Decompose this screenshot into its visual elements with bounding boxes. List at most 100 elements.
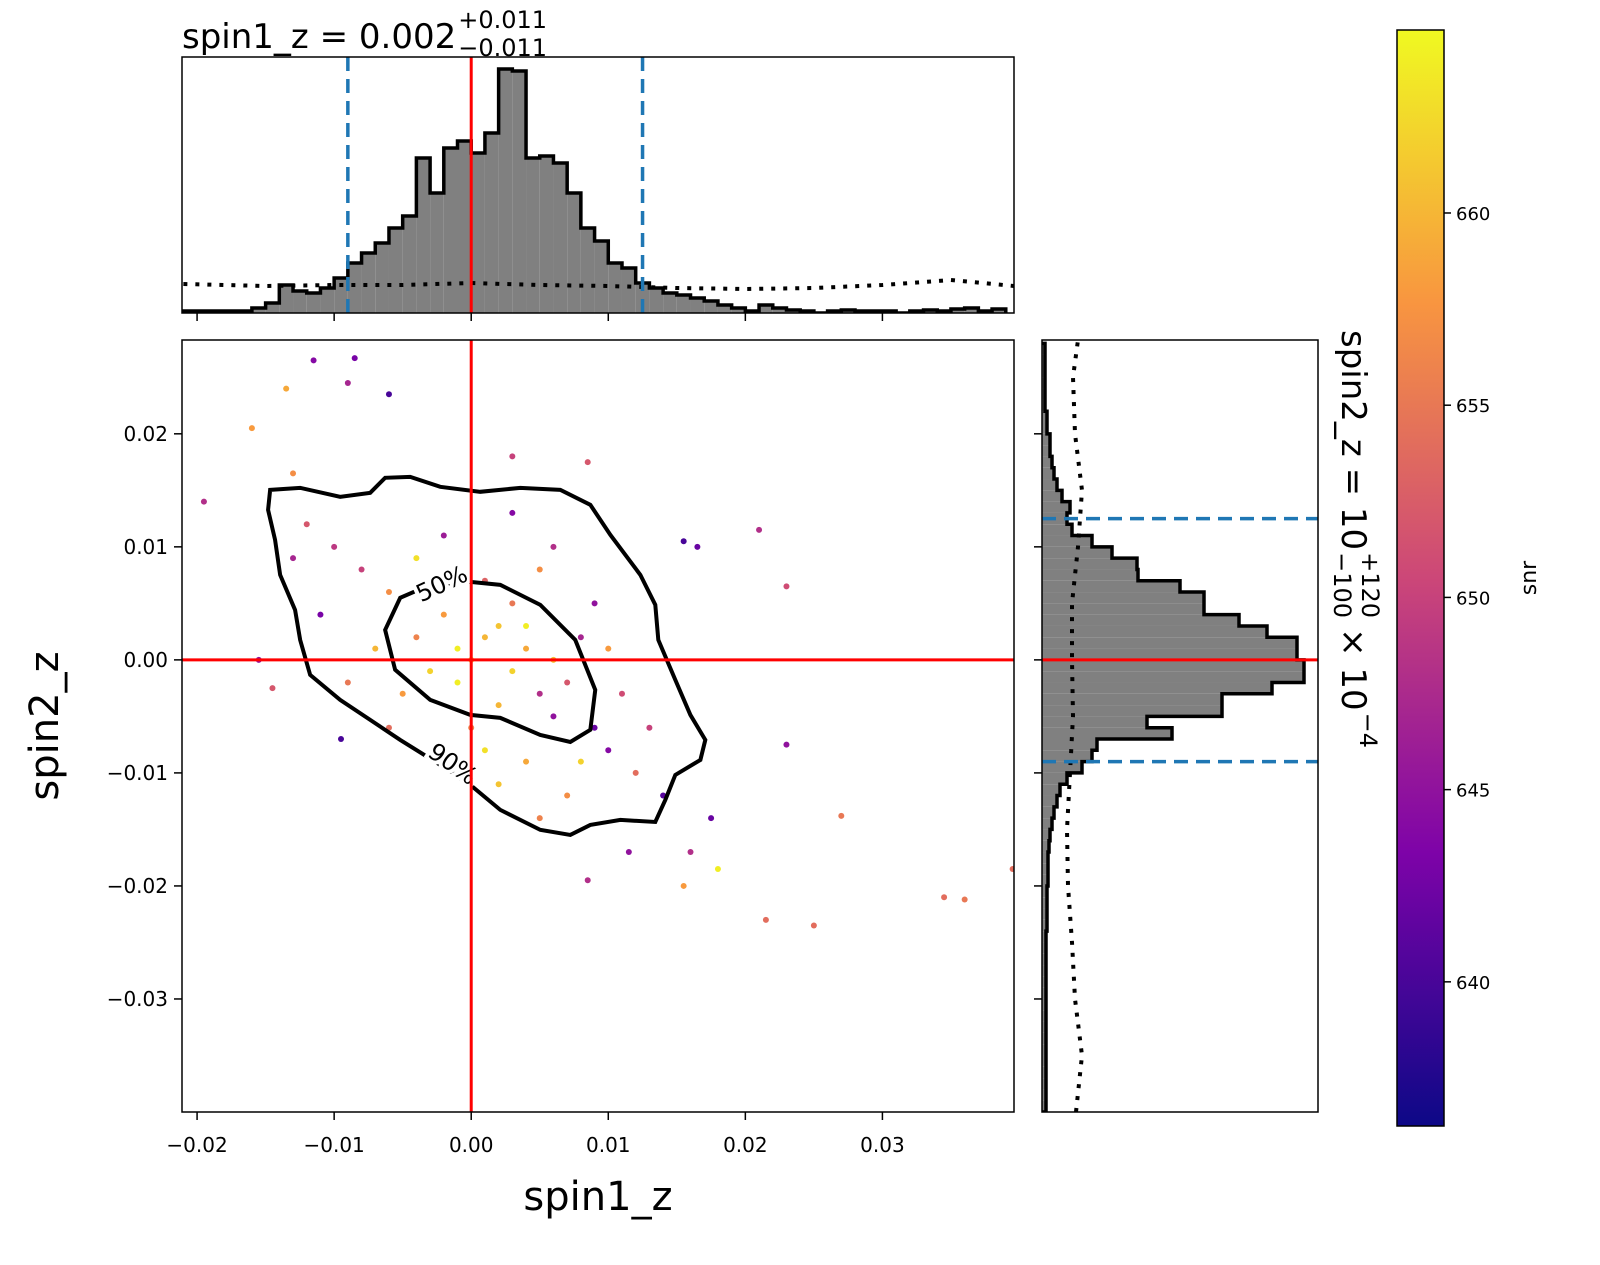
scatter-point <box>331 543 338 550</box>
colorbar-tick-label: 655 <box>1456 396 1490 417</box>
right-histogram <box>1042 340 1318 1112</box>
scatter-point <box>523 645 530 652</box>
histogram-bar <box>512 71 527 313</box>
title: spin1_z = 0.002 +0.011−0.011 <box>182 6 547 62</box>
histogram-bar <box>443 148 458 313</box>
top-histogram <box>182 57 1014 313</box>
histogram-bar <box>772 308 787 313</box>
histogram-bar <box>1042 490 1062 502</box>
histogram-bar <box>1042 761 1082 773</box>
histogram-bar <box>1042 840 1049 853</box>
contour-label: 50% <box>412 560 472 608</box>
histogram-bar <box>608 263 622 313</box>
scatter-point <box>344 379 351 386</box>
histogram-bar <box>567 193 581 313</box>
scatter-point <box>1009 865 1014 872</box>
histogram-bar <box>580 228 595 313</box>
histogram-bar <box>1042 931 1046 943</box>
scatter-point <box>290 470 297 477</box>
histogram-bar <box>1042 1010 1046 1022</box>
histogram-bar <box>1042 637 1297 649</box>
histogram-bar <box>1042 693 1222 706</box>
scatter-point <box>344 679 351 686</box>
histogram-bar <box>1042 1044 1046 1056</box>
histogram-bar <box>334 278 348 313</box>
histogram-bar <box>1042 524 1072 536</box>
scatter-point <box>310 357 317 364</box>
histogram-bar <box>1042 1100 1046 1112</box>
scatter-point <box>495 622 502 629</box>
scatter-point <box>385 589 392 596</box>
histogram-bar <box>717 305 732 313</box>
scatter-point <box>577 634 584 641</box>
right-label: spin2_z = 10+120−100 × 10−4 <box>1328 330 1384 748</box>
histogram-bar <box>265 303 280 313</box>
histogram-bar <box>1042 648 1297 660</box>
x-tick-label: 0.03 <box>860 1133 905 1157</box>
contour <box>266 474 708 838</box>
top-frame <box>181 56 1015 314</box>
colorbar <box>1396 29 1445 1127</box>
histogram-bar <box>676 295 691 313</box>
scatter-point <box>481 634 488 641</box>
scatter-point <box>591 724 598 731</box>
scatter-point <box>961 896 968 903</box>
colorbar-label: snr <box>1517 560 1542 595</box>
contour <box>383 579 598 745</box>
colorbar-tick-label: 660 <box>1456 204 1490 225</box>
y-tick-label: −0.01 <box>107 761 168 785</box>
histogram-bar <box>361 253 376 313</box>
histogram-bar <box>1042 682 1272 694</box>
histogram-bar <box>1042 874 1048 886</box>
histogram-bar <box>1042 772 1067 785</box>
histogram-bar <box>1042 1078 1046 1090</box>
histogram-bar <box>553 163 568 313</box>
scatter-point <box>646 724 653 731</box>
scatter-point <box>550 713 557 720</box>
scatter-point <box>694 543 701 550</box>
histogram-bar <box>1042 976 1046 988</box>
histogram-bar <box>484 133 499 313</box>
scatter-point <box>303 521 310 528</box>
scatter-point <box>413 634 420 641</box>
histogram-outline <box>1042 341 1306 1112</box>
histogram-bar <box>621 268 636 313</box>
histogram-bar <box>1042 863 1048 875</box>
scatter-point <box>509 453 516 460</box>
histogram-bar <box>1042 705 1222 717</box>
scatter-point <box>440 532 447 539</box>
colorbar-tick-label: 640 <box>1456 973 1490 994</box>
histogram-bar <box>1042 592 1204 604</box>
histogram-bar <box>1042 716 1147 728</box>
scatter-point <box>385 391 392 398</box>
y-tick-label: −0.02 <box>107 874 168 898</box>
prior-line <box>1064 340 1085 1112</box>
scatter-point <box>413 555 420 562</box>
scatter-point <box>290 555 297 562</box>
label-upper: +120 <box>1356 552 1384 618</box>
label-lower: −0.011 <box>458 34 547 62</box>
scatter-point <box>762 916 769 923</box>
histogram-bar <box>649 288 664 313</box>
scatter-point <box>523 622 530 629</box>
scatter-point <box>200 498 207 505</box>
histogram-bar <box>1042 908 1047 920</box>
label-main: spin2_z = 10 <box>1333 330 1373 550</box>
histogram-bar <box>1042 501 1070 513</box>
histogram-bar <box>471 153 485 313</box>
histogram-bar <box>526 158 540 313</box>
histogram-bar <box>1042 659 1304 672</box>
scatter-point <box>536 690 543 697</box>
histogram-bar <box>1042 603 1204 615</box>
prior-line <box>183 277 1014 292</box>
scatter-point <box>687 849 694 856</box>
label-main: spin1_z = 0.002 <box>182 17 456 57</box>
scatter-point <box>440 611 447 618</box>
histogram-bar <box>1042 885 1047 898</box>
scatter-point <box>625 849 632 856</box>
y-axis-label: spin2_z <box>22 651 68 800</box>
scatter-point <box>509 600 516 607</box>
histogram-bar <box>1042 897 1047 909</box>
scatter-point <box>454 679 461 686</box>
